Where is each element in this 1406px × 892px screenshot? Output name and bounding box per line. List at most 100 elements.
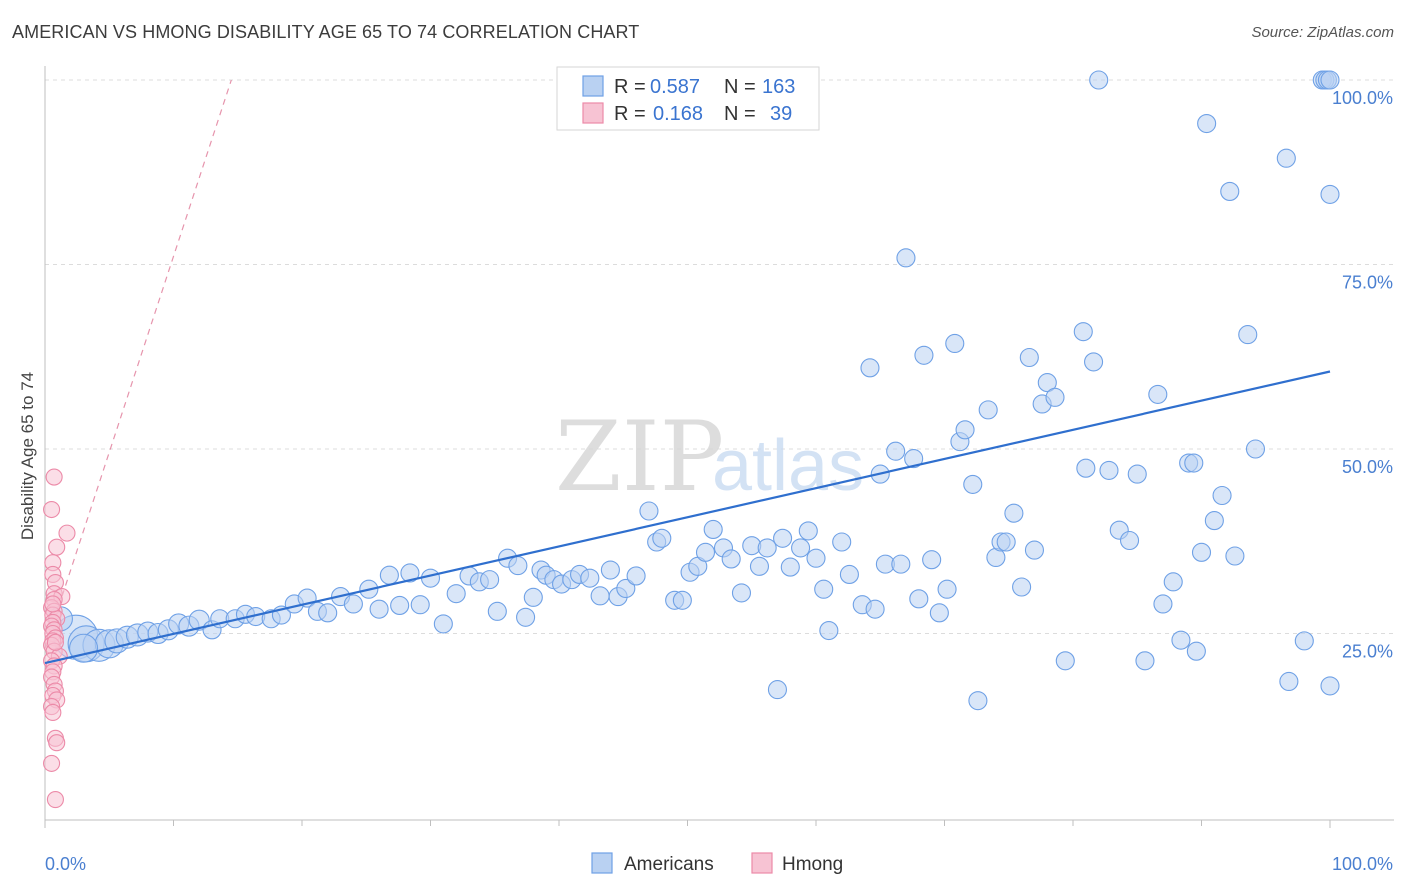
- source-label: Source: ZipAtlas.com: [1251, 24, 1394, 41]
- americans-point: [1320, 184, 1340, 204]
- americans-point: [798, 521, 818, 541]
- americans-point: [639, 501, 659, 521]
- americans-point: [410, 595, 430, 615]
- americans-point: [343, 594, 363, 614]
- americans-point: [508, 556, 528, 576]
- americans-point: [600, 560, 620, 580]
- americans-point: [1212, 485, 1232, 506]
- watermark: ZIP atlas: [555, 401, 864, 513]
- americans-point: [896, 248, 916, 268]
- americans-point: [963, 474, 983, 494]
- americans-point: [1037, 373, 1057, 393]
- americans-point: [929, 603, 949, 623]
- legend-swatch-americans: [582, 75, 604, 97]
- americans-point: [1148, 384, 1168, 404]
- legend-r-label-hmong: R =: [614, 103, 646, 125]
- hmong-point: [45, 468, 63, 486]
- hmong-point: [44, 595, 62, 613]
- americans-point: [369, 599, 389, 619]
- americans-point: [1197, 113, 1217, 134]
- americans-point: [978, 400, 998, 420]
- americans-point: [590, 586, 610, 606]
- americans-point: [1276, 148, 1296, 168]
- americans-point: [1220, 181, 1240, 201]
- americans-point: [1024, 540, 1044, 560]
- americans-point: [1294, 631, 1314, 651]
- legend-n-label-hmong: N =: [724, 103, 756, 125]
- hmong-point: [48, 538, 66, 556]
- americans-point: [1004, 503, 1024, 523]
- legend-n-label-americans: N =: [724, 76, 756, 98]
- bottom-legend-label-hmong: Hmong: [782, 854, 843, 875]
- americans-point: [749, 556, 770, 576]
- americans-point: [1191, 542, 1212, 562]
- americans-point: [886, 441, 906, 461]
- americans-point: [1076, 458, 1096, 478]
- americans-point: [446, 584, 466, 604]
- americans-point: [1119, 530, 1140, 551]
- americans-point: [757, 538, 777, 558]
- legend-n-value-hmong: 39: [770, 103, 792, 125]
- americans-point: [1012, 577, 1032, 597]
- legend-r-label-americans: R =: [614, 76, 646, 98]
- americans-point: [1225, 546, 1245, 566]
- hmong-points: [43, 468, 76, 809]
- hmong-trend-segment: [44, 79, 232, 649]
- americans-point: [860, 358, 880, 378]
- bottom-legend-label-americans: Americans: [624, 854, 714, 875]
- americans-point: [1055, 651, 1075, 671]
- y-tick-labels: 25.0% 50.0% 75.0% 100.0%: [1332, 88, 1393, 662]
- americans-point: [1135, 651, 1155, 671]
- americans-point: [1089, 70, 1109, 90]
- americans-point: [955, 420, 975, 440]
- americans-point: [773, 528, 793, 548]
- americans-point: [1245, 439, 1266, 459]
- y-tick-label: 75.0%: [1342, 273, 1393, 293]
- americans-point: [1238, 325, 1258, 345]
- legend: R = 0.587 N = 163 R = 0.168 N = 39: [556, 66, 820, 131]
- bottom-legend-swatch-hmong: [751, 852, 773, 874]
- legend-r-value-americans: 0.587: [650, 76, 700, 98]
- americans-point: [379, 565, 399, 585]
- hmong-point: [58, 524, 76, 542]
- chart-title: AMERICAN VS HMONG DISABILITY AGE 65 TO 7…: [12, 22, 640, 42]
- hmong-point: [43, 500, 61, 519]
- americans-point: [780, 557, 800, 577]
- americans-point: [891, 554, 911, 574]
- watermark-atlas: atlas: [712, 426, 864, 506]
- americans-point: [672, 590, 692, 610]
- hmong-point: [43, 754, 61, 772]
- americans-point: [832, 532, 852, 552]
- hmong-point: [46, 633, 64, 651]
- americans-point: [909, 589, 929, 609]
- americans-point: [968, 691, 988, 711]
- americans-point: [922, 550, 942, 570]
- americans-point: [487, 601, 507, 621]
- legend-n-value-americans: 163: [762, 76, 795, 98]
- legend-swatch-hmong: [582, 102, 604, 124]
- americans-point: [1153, 594, 1173, 614]
- hmong-trend-line: [44, 79, 232, 649]
- americans-point: [1184, 453, 1204, 473]
- americans-point: [1171, 630, 1191, 650]
- americans-point: [1163, 572, 1183, 592]
- americans-point: [523, 587, 543, 607]
- americans-point: [400, 563, 420, 583]
- americans-point: [996, 532, 1016, 552]
- americans-point: [806, 548, 826, 568]
- y-axis-title: Disability Age 65 to 74: [18, 372, 37, 540]
- bottom-legend-swatch-americans: [591, 852, 613, 874]
- y-tick-label: 25.0%: [1342, 642, 1393, 662]
- americans-point: [1045, 387, 1065, 407]
- americans-point: [865, 599, 885, 619]
- americans-trend-line: [44, 370, 1331, 665]
- americans-point: [839, 564, 859, 585]
- americans-point: [1320, 70, 1340, 90]
- x-tick-label: 100.0%: [1332, 854, 1393, 874]
- hmong-point: [44, 703, 62, 722]
- americans-point: [390, 595, 410, 616]
- americans-point: [731, 583, 752, 603]
- americans-point: [1186, 641, 1206, 661]
- americans-point: [819, 620, 839, 641]
